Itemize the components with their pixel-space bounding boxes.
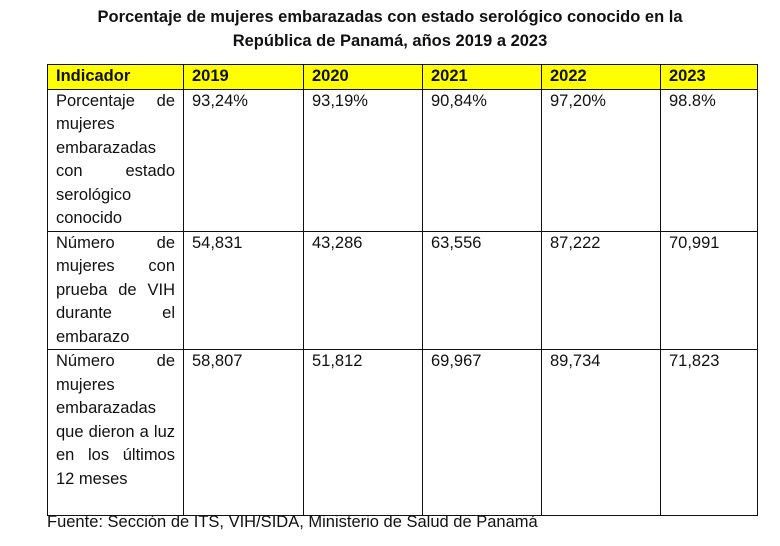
title: Porcentaje de mujeres embarazadas con es…	[97, 8, 683, 50]
cell: 43,286	[303, 230, 423, 350]
cell: 87,222	[541, 230, 661, 350]
table-row: Número de mujeres embarazadas que dieron…	[47, 349, 758, 516]
table-row: Porcentaje de mujeres embarazadas con es…	[47, 88, 758, 232]
header-cell: 2023	[660, 64, 758, 90]
cell: 69,967	[422, 349, 542, 516]
cell: 93,24%	[183, 88, 304, 232]
cell: 98.8%	[660, 88, 758, 232]
table-row: Número de mujeres con prueba de VIH dura…	[47, 230, 758, 350]
header-cell: 2021	[422, 64, 542, 90]
cell: 71,823	[660, 349, 758, 516]
table: Indicador 2019 2020 2021 2022 2023 Porcentaje…	[47, 64, 758, 516]
cell: 58,807	[183, 349, 304, 516]
source-note: Fuente: Sección de ITS, VIH/SIDA, Minist…	[47, 513, 538, 531]
cell: 93,19%	[303, 88, 423, 232]
header-cell: 2019	[183, 64, 304, 90]
cell: 54,831	[183, 230, 304, 350]
row-label: Número de mujeres con prueba de VIH dura…	[47, 230, 184, 350]
cell: 70,991	[660, 230, 758, 350]
cell: 63,556	[422, 230, 542, 350]
cell: 97,20%	[541, 88, 661, 232]
header-cell: Indicador	[47, 64, 184, 90]
cell: 51,812	[303, 349, 423, 516]
cell: 90,84%	[422, 88, 542, 232]
cell: 89,734	[541, 349, 661, 516]
header-row: Indicador 2019 2020 2021 2022 2023	[47, 64, 758, 90]
row-label: Número de mujeres embarazadas que dieron…	[47, 349, 184, 516]
header-cell: 2022	[541, 64, 661, 90]
row-label: Porcentaje de mujeres embarazadas con es…	[47, 88, 184, 232]
header-cell: 2020	[303, 64, 423, 90]
